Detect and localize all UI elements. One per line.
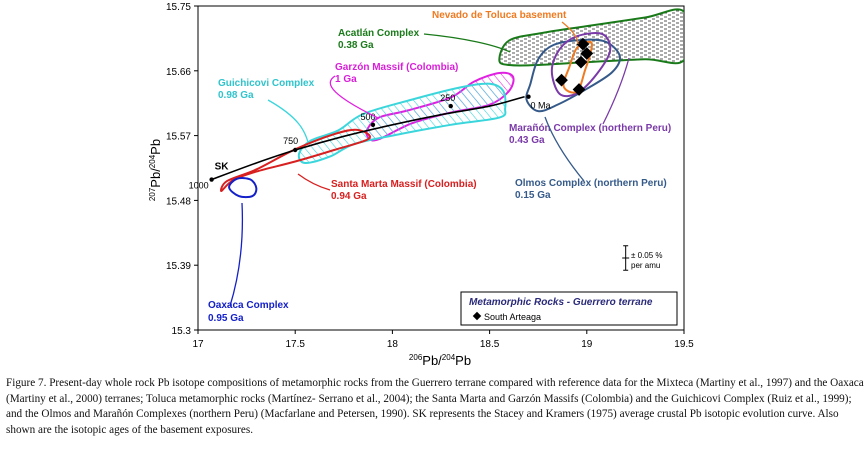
leader-lines (229, 21, 630, 307)
y-axis: 15.3 15.39 15.48 15.57 15.66 15.75 (166, 2, 198, 337)
legend-entry: South Arteaga (484, 312, 541, 322)
sk-age-label: 1000 (189, 181, 209, 191)
error-bar-label-2: per amu (631, 261, 660, 270)
leader-maranon (602, 57, 630, 125)
label-santamarta-age: 0.94 Ga (331, 191, 367, 202)
label-garzon-name: Garzón Massif (Colombia) (335, 62, 458, 73)
error-bar-label-1: ± 0.05 % (631, 251, 663, 260)
x-tick-label: 19.5 (674, 339, 694, 350)
x-axis: 17 17.5 18 18.5 19 19.5 (192, 330, 694, 350)
label-garzon-age: 1 Ga (335, 74, 357, 85)
error-bar (622, 245, 630, 271)
figure-caption: Figure 7. Present-day whole rock Pb isot… (6, 377, 864, 436)
field-outline-4 (228, 177, 258, 199)
y-tick-label: 15.75 (166, 2, 191, 13)
sk-age-marker (370, 122, 376, 128)
label-maranon-age: 0.43 Ga (509, 135, 545, 146)
label-olmos-age: 0.15 Ga (515, 190, 551, 201)
y-tick-label: 15.66 (166, 67, 191, 78)
y-tick-label: 15.3 (172, 326, 192, 337)
y-tick-label: 15.39 (166, 261, 191, 272)
leader-garzon (329, 75, 379, 119)
legend: Metamorphic Rocks - Guerrero terrane Sou… (460, 291, 678, 326)
label-acatlan-name: Acatlán Complex (338, 28, 420, 39)
legend-diamond-icon (472, 311, 482, 321)
sk-age-label: 500 (360, 112, 375, 122)
y-tick-label: 15.48 (166, 196, 191, 207)
field-labels: Acatlán Complex 0.38 Ga Nevado de Toluca… (208, 10, 671, 324)
y-axis-title: 207Pb/204Pb (148, 139, 163, 201)
sk-age-label: 750 (283, 136, 298, 146)
leader-santamarta (297, 173, 331, 191)
leader-acatlan (423, 33, 511, 53)
sk-curve (209, 94, 531, 182)
x-tick-label: 17.5 (285, 339, 305, 350)
label-toluca-name: Nevado de Toluca basement (432, 10, 567, 21)
label-acatlan-age: 0.38 Ga (338, 40, 374, 51)
label-oaxaca-age: 0.95 Ga (208, 313, 244, 324)
legend-box (460, 291, 678, 326)
sk-age-marker (526, 94, 531, 99)
label-guichicovi-age: 0.98 Ga (218, 90, 254, 101)
leader-oaxaca (229, 202, 244, 307)
label-santamarta-name: Santa Marta Massif (Colombia) (331, 179, 477, 190)
sk-age-label: 0 Ma (530, 101, 550, 111)
sk-age-label: 250 (440, 93, 455, 103)
sk-age-marker (293, 147, 298, 153)
label-olmos-name: Olmos Complex (northern Peru) (515, 178, 667, 189)
legend-title: Metamorphic Rocks - Guerrero terrane (469, 297, 653, 308)
sk-curve-line (211, 95, 525, 181)
x-tick-label: 18.5 (480, 339, 500, 350)
label-maranon-name: Marañón Complex (northern Peru) (509, 123, 671, 134)
label-oaxaca-name: Oaxaca Complex (208, 300, 289, 311)
leader-guichicovi (267, 99, 309, 143)
x-axis-title: 206Pb/204Pb (409, 353, 471, 368)
y-tick-label: 15.57 (166, 132, 191, 143)
sk-age-labels: 1000 750 500 250 0 Ma SK (189, 93, 551, 190)
field-outline-3 (220, 128, 371, 193)
sk-curve-label: SK (215, 162, 230, 173)
x-tick-label: 18 (387, 339, 399, 350)
leader-olmos (544, 116, 585, 182)
field-outline-6 (550, 32, 612, 98)
sk-age-marker (209, 177, 214, 182)
leader-toluca (561, 21, 579, 45)
label-guichicovi-name: Guichicovi Complex (218, 78, 315, 89)
x-tick-label: 17 (192, 339, 204, 350)
sk-age-marker (448, 103, 453, 109)
x-tick-label: 19 (581, 339, 593, 350)
field-outline-5 (525, 38, 622, 113)
